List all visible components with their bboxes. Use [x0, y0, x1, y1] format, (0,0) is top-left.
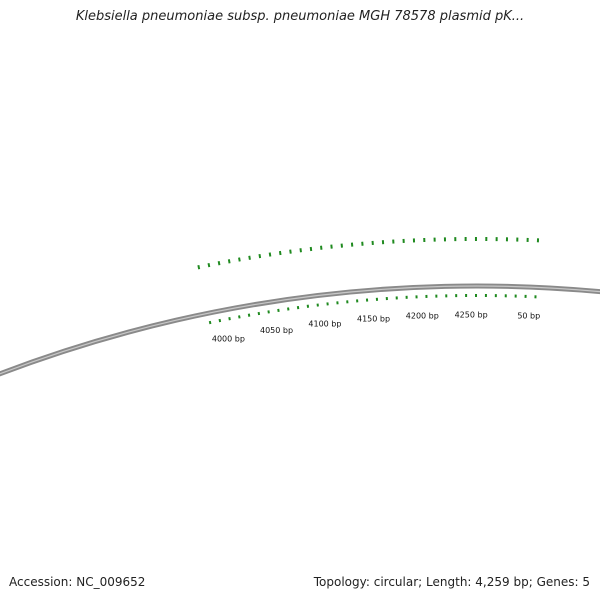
scale-label: 4200 bp — [406, 312, 439, 321]
outer-feature-mark — [278, 250, 282, 256]
outer-feature-track — [197, 236, 540, 270]
outer-feature-mark — [248, 255, 251, 260]
inner-feature-mark — [238, 315, 241, 319]
backbone-arc — [0, 283, 600, 377]
plasmid-backbone — [0, 283, 600, 377]
accession-value: NC_009652 — [76, 575, 146, 589]
outer-feature-mark — [197, 265, 201, 270]
outer-feature-mark — [207, 263, 211, 268]
inner-feature-mark — [247, 313, 251, 317]
outer-feature-mark — [227, 259, 231, 264]
length-value: 4,259 bp — [475, 575, 529, 589]
outer-feature-mark — [258, 253, 262, 259]
scale-labels: 4000 bp 4050 bp 4100 bp 4150 bp 4200 bp 4250 … — [212, 311, 540, 344]
length-label: Length: — [426, 575, 472, 589]
topology-value: circular — [373, 575, 419, 589]
genes-label: Genes: — [536, 575, 579, 589]
topology-label: Topology: — [313, 575, 370, 589]
accession-info: Accession: NC_009652 — [9, 575, 145, 589]
outer-feature-mark — [217, 261, 221, 266]
outer-feature-mark — [238, 257, 241, 262]
scale-label: 4000 bp — [212, 334, 245, 343]
backbone-highlight — [0, 285, 600, 375]
outer-feature-mark — [268, 252, 272, 257]
outer-feature-mark — [299, 248, 302, 253]
scale-label: 4150 bp — [357, 315, 390, 324]
inner-feature-track — [208, 293, 537, 325]
scale-label: 4050 bp — [260, 326, 293, 335]
scale-label: 50 bp — [517, 312, 540, 321]
inner-feature-mark — [228, 317, 231, 321]
inner-feature-mark — [218, 318, 222, 323]
genes-value: 5 — [582, 575, 590, 589]
inner-feature-mark — [208, 320, 212, 325]
accession-label: Accession: — [9, 575, 73, 589]
outer-feature-mark — [289, 249, 292, 254]
plasmid-summary: Topology: circular; Length: 4,259 bp; Ge… — [313, 575, 590, 589]
map-title: Klebsiella pneumoniae subsp. pneumoniae … — [75, 9, 525, 24]
scale-label: 4100 bp — [308, 319, 341, 328]
scale-label: 4250 bp — [455, 311, 488, 320]
